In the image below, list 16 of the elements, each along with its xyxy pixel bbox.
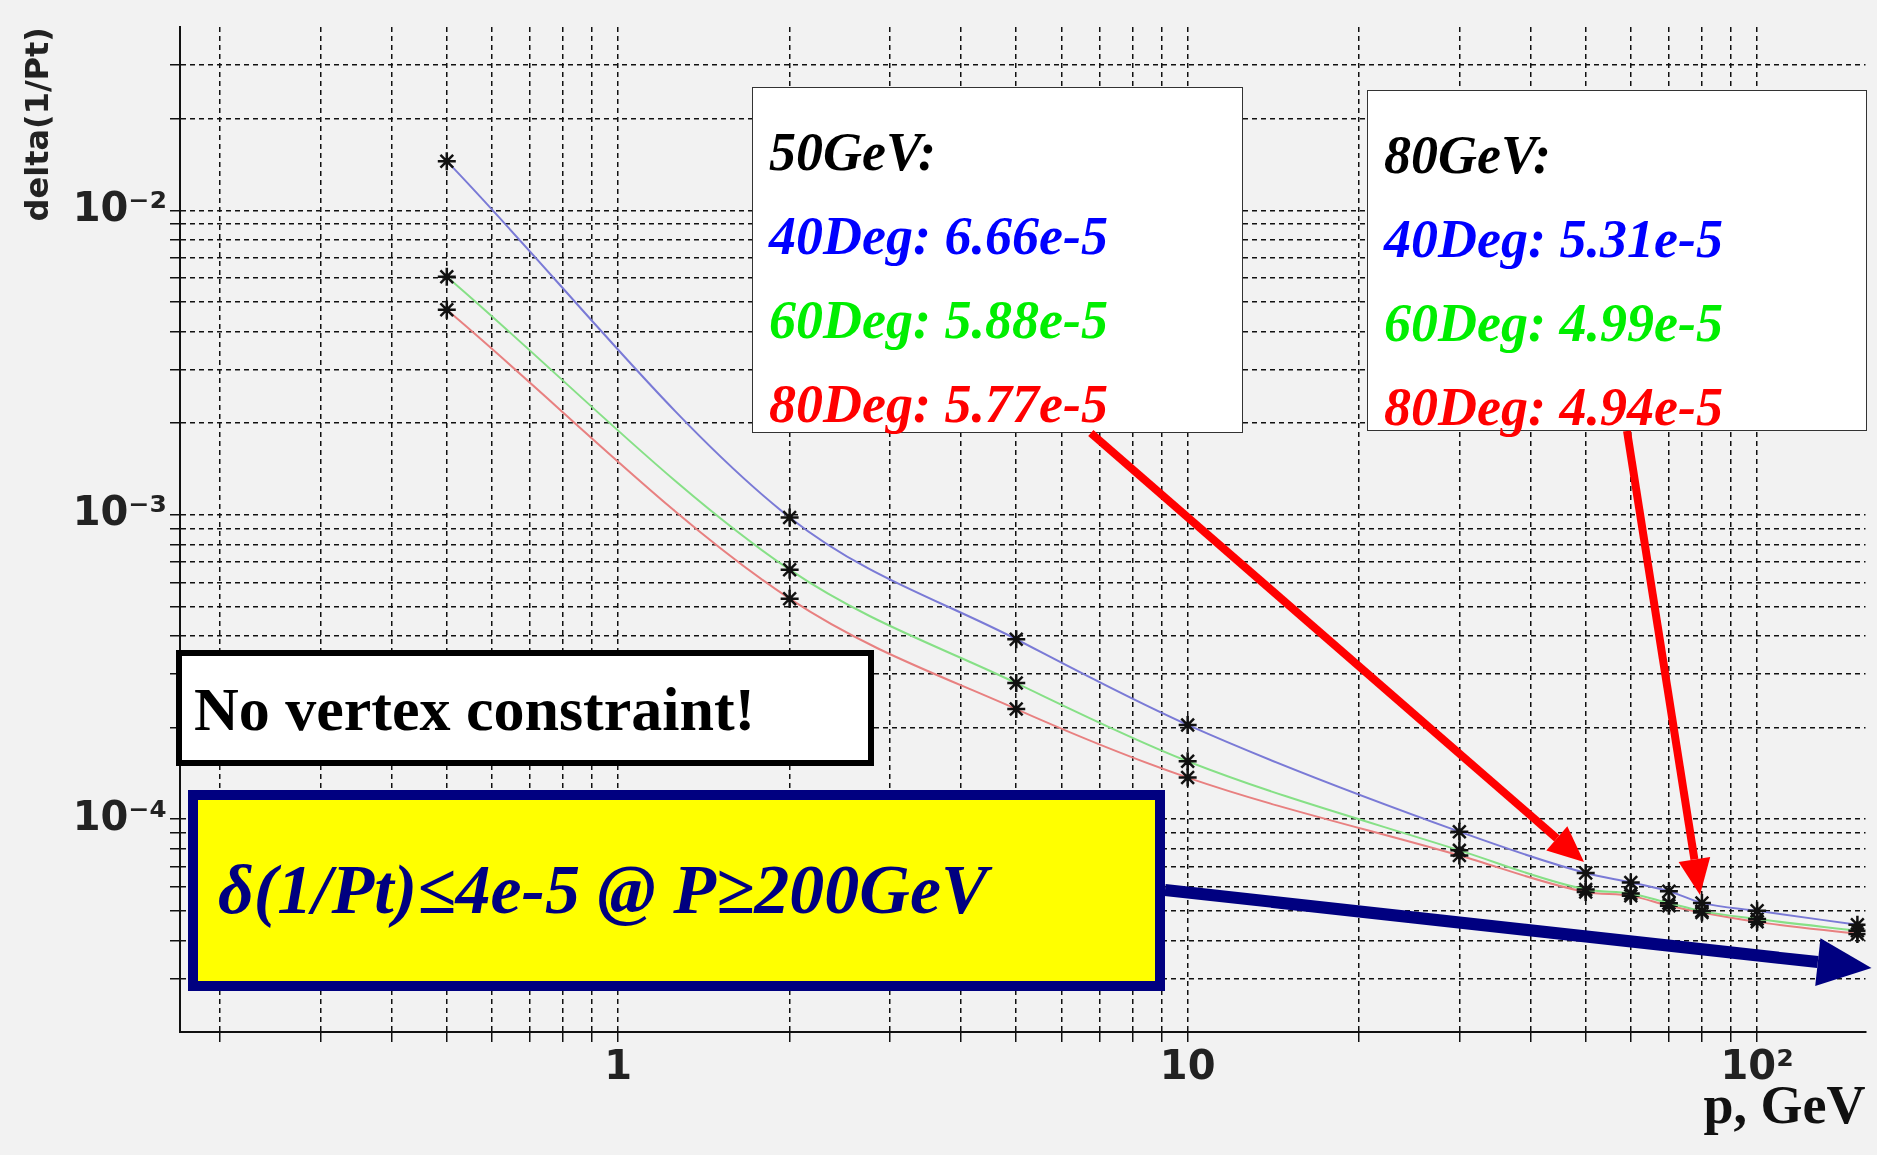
annotation: 80Deg: 5.77e-5	[769, 373, 1109, 436]
y-axis-title: delta(1/Pt)	[17, 27, 56, 222]
y-tick-label: 10⁻²	[72, 183, 167, 230]
x-tick-label: 1	[604, 1042, 633, 1089]
x-tick-label: 10	[1159, 1042, 1216, 1089]
annotation: 60Deg: 5.88e-5	[769, 289, 1109, 352]
annotation: 80GeV:	[1384, 124, 1552, 187]
annotation: 60Deg: 4.99e-5	[1384, 292, 1724, 355]
annotation: 80Deg: 4.94e-5	[1384, 376, 1724, 439]
annotation: 50GeV:	[769, 121, 937, 184]
y-tick-label: 10⁻³	[72, 488, 167, 535]
annotation: δ(1/Pt)≤4e-5 @ P≥200GeV	[218, 850, 994, 930]
annotation: No vertex constraint!	[194, 674, 757, 744]
annotation: 40Deg: 5.31e-5	[1384, 208, 1724, 271]
y-tick-label: 10⁻⁴	[72, 792, 167, 839]
annotation: 40Deg: 6.66e-5	[769, 205, 1109, 268]
